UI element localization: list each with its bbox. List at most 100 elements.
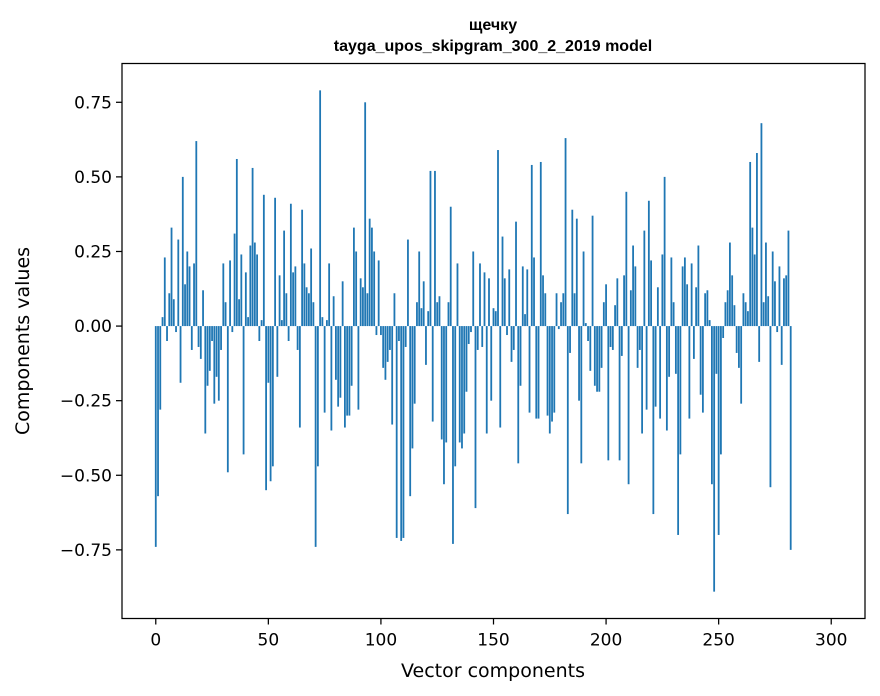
bar: [562, 293, 565, 327]
bar: [346, 326, 349, 416]
bar: [785, 275, 788, 327]
bar: [418, 251, 421, 327]
bar: [222, 263, 225, 327]
bar: [283, 230, 286, 327]
bar: [321, 317, 324, 327]
bar: [461, 326, 463, 449]
bar: [262, 194, 265, 327]
bar: [463, 326, 466, 434]
bar: [663, 176, 666, 327]
bar: [314, 326, 317, 547]
bar: [269, 326, 272, 482]
bar: [614, 305, 616, 327]
bar: [769, 326, 772, 488]
bar: [454, 326, 457, 467]
bar: [618, 326, 621, 461]
bar: [533, 257, 535, 327]
x-tick-label: 100: [365, 631, 397, 651]
bars-group: [154, 90, 792, 592]
bar: [235, 158, 238, 327]
bar: [186, 251, 189, 327]
bar: [393, 293, 396, 327]
bar: [287, 326, 290, 341]
bar: [521, 266, 524, 327]
bar: [591, 215, 594, 327]
bar: [373, 251, 376, 327]
bar: [573, 293, 576, 327]
bar: [710, 326, 713, 485]
bar: [643, 230, 646, 327]
bar: [242, 326, 245, 455]
bar: [699, 326, 702, 395]
bar: [368, 218, 371, 327]
bar: [645, 326, 648, 410]
bar: [706, 290, 709, 327]
bar: [371, 227, 373, 327]
x-tick-label: 300: [815, 631, 847, 651]
bar: [168, 293, 171, 327]
bar: [452, 326, 454, 544]
bar: [582, 251, 585, 327]
bar: [271, 326, 274, 467]
bar: [762, 302, 765, 327]
bar: [409, 326, 412, 497]
x-tick-label: 250: [702, 631, 734, 651]
bar: [226, 326, 229, 473]
bar: [332, 296, 335, 327]
bar: [665, 326, 668, 431]
bar: [240, 254, 243, 327]
bar: [267, 326, 270, 383]
bar: [350, 326, 353, 386]
bar: [490, 326, 493, 401]
bar: [348, 326, 351, 416]
bar: [600, 326, 603, 368]
bar: [517, 326, 520, 464]
bar: [713, 326, 716, 592]
bar: [542, 275, 544, 327]
bar: [445, 326, 448, 443]
bar: [375, 326, 378, 336]
bar: [670, 257, 673, 327]
bar: [177, 239, 180, 327]
bar: [510, 326, 513, 362]
bar: [602, 302, 605, 327]
bar: [359, 278, 362, 327]
bar: [389, 326, 391, 350]
bar: [641, 326, 644, 434]
bar: [238, 299, 240, 327]
bar: [548, 326, 551, 434]
bar: [334, 326, 337, 380]
bar: [587, 326, 589, 341]
bar: [456, 263, 459, 327]
x-tick-label: 150: [477, 631, 509, 651]
bar: [339, 326, 342, 398]
x-axis-label: Vector components: [401, 660, 585, 682]
bar: [400, 326, 403, 541]
y-axis-label: Components values: [12, 247, 34, 435]
bar: [384, 326, 387, 380]
bar: [738, 326, 740, 368]
bar: [294, 266, 297, 327]
bar: [627, 326, 630, 485]
bar: [686, 284, 689, 327]
bar: [224, 302, 227, 327]
bar: [220, 326, 222, 350]
bar: [362, 287, 364, 327]
bar: [488, 278, 490, 327]
bar: [524, 314, 526, 327]
bar: [659, 326, 662, 419]
bar: [735, 326, 738, 353]
bar: [278, 275, 281, 327]
y-tick-label: −0.50: [60, 466, 112, 486]
bar: [425, 326, 427, 365]
bar: [654, 326, 657, 407]
y-tick-label: −0.25: [60, 392, 112, 412]
bar: [742, 293, 745, 327]
bar: [512, 326, 515, 350]
bar: [208, 326, 211, 371]
bar: [312, 302, 315, 327]
bar: [154, 326, 157, 547]
bar: [181, 176, 184, 327]
bar: [634, 266, 637, 327]
x-axis-ticks: 0 50 100 150 200 250 300: [150, 618, 847, 651]
